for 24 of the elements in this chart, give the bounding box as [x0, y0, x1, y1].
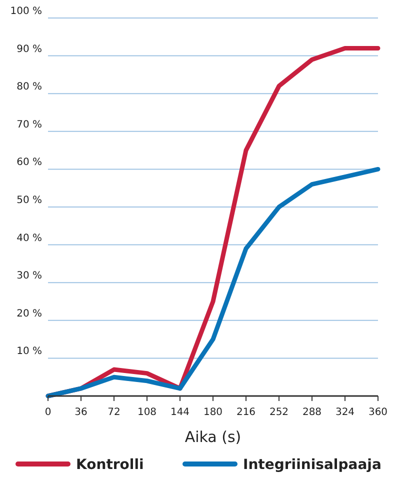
- x-tick-label: 288: [302, 407, 322, 418]
- legend-label: Kontrolli: [76, 457, 144, 473]
- y-tick-label: 20 %: [16, 308, 42, 320]
- x-tick-label: 324: [335, 407, 355, 418]
- y-tick-label: 80 %: [16, 82, 42, 93]
- x-tick-label: 0: [44, 407, 52, 418]
- y-tick-label: 70 %: [16, 119, 42, 130]
- x-tick-label: 360: [368, 407, 388, 418]
- x-tick-label: 72: [108, 407, 120, 418]
- x-tick-label: 180: [203, 407, 223, 418]
- x-tick-label: 252: [269, 407, 289, 418]
- x-tick-label: 144: [170, 407, 190, 418]
- y-tick-label: 60 %: [16, 157, 42, 168]
- legend-label: Integriinisalpaaja: [243, 457, 382, 473]
- y-tick-label: 90 %: [16, 44, 42, 55]
- x-axis-title: Aika (s): [184, 428, 242, 446]
- y-tick-label: 100 %: [10, 6, 42, 17]
- x-tick-label: 108: [137, 407, 157, 418]
- x-tick-label: 216: [236, 407, 256, 418]
- x-tick-label: 36: [74, 407, 88, 418]
- y-tick-label: 30 %: [16, 270, 42, 282]
- y-tick-label: 50 %: [16, 195, 42, 206]
- y-tick-label: 10 %: [16, 346, 42, 358]
- y-tick-label: 40 %: [16, 232, 42, 244]
